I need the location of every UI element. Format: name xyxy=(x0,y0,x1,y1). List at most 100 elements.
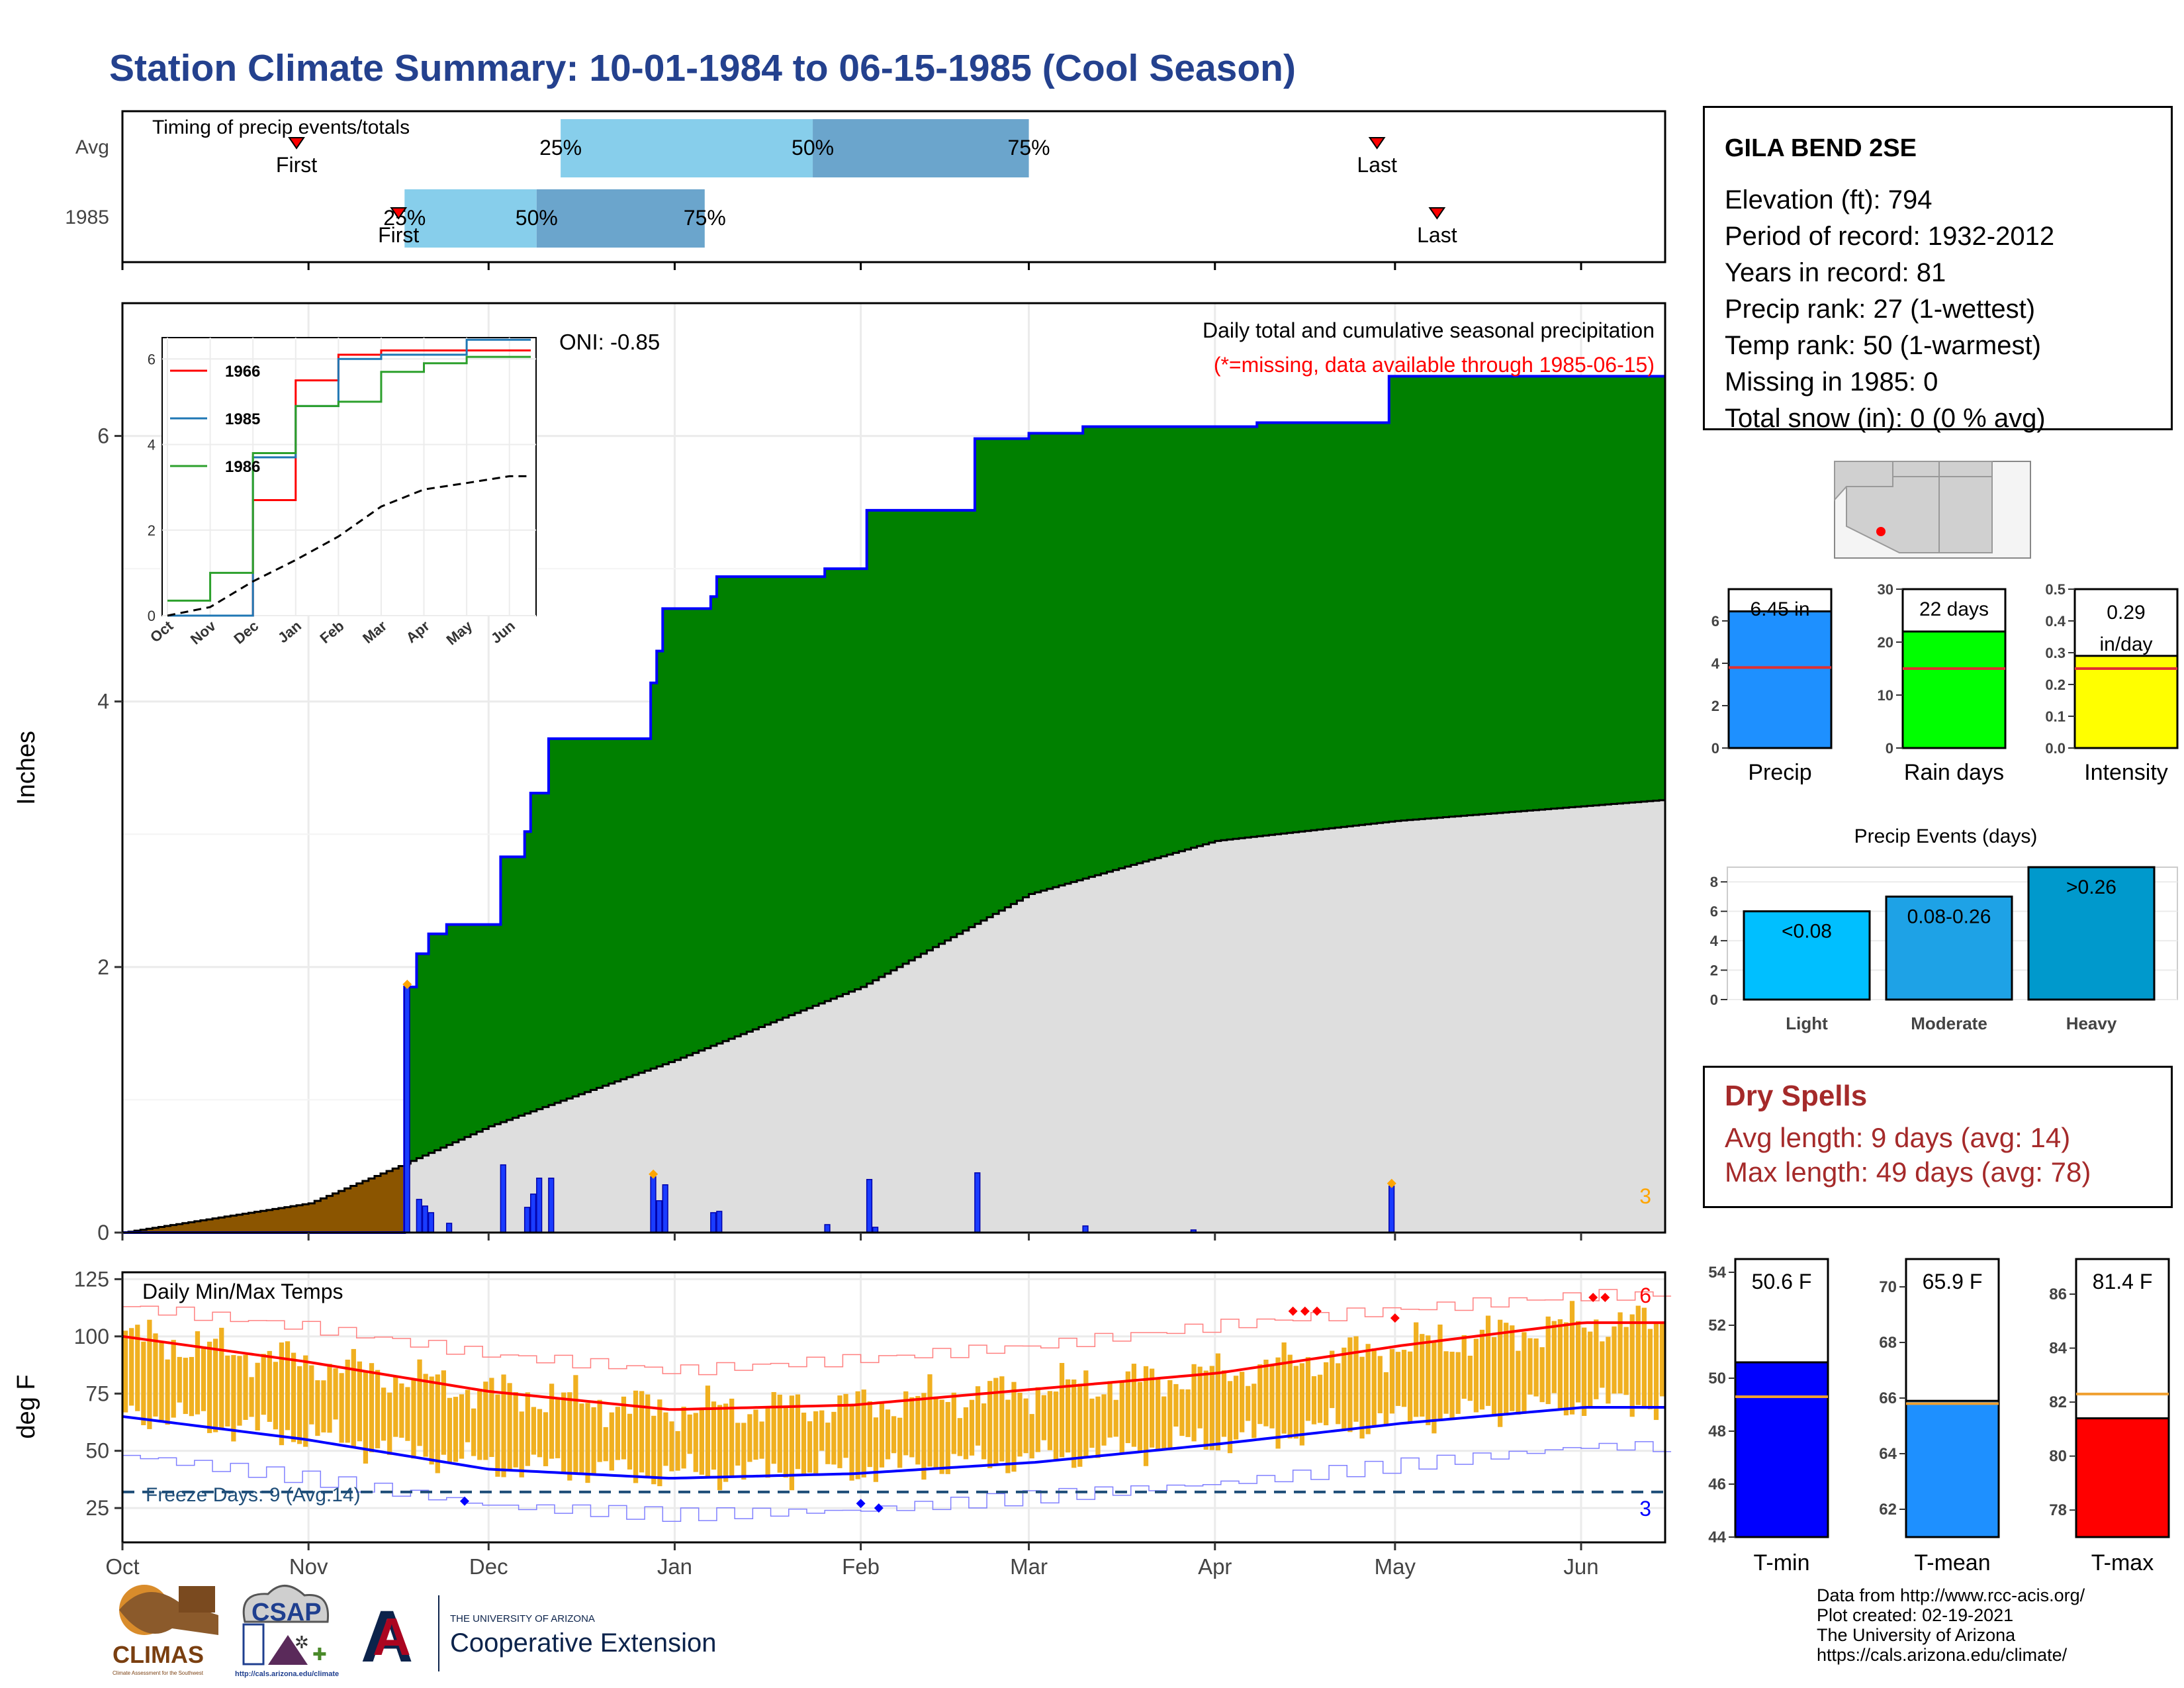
daily-temp-bar xyxy=(189,1356,195,1417)
daily-temp-bar xyxy=(183,1358,188,1415)
daily-temp-bar xyxy=(129,1328,134,1406)
daily-temp-bar xyxy=(1275,1357,1281,1449)
daily-precip-bar xyxy=(1082,1225,1089,1233)
daily-temp-bar xyxy=(123,1331,128,1413)
precip-area xyxy=(122,375,1666,1234)
summary-tick-label: 80 xyxy=(2049,1448,2067,1466)
daily-temp-bar xyxy=(525,1392,530,1466)
daily-temp-bar xyxy=(711,1401,717,1470)
ua-top-text: THE UNIVERSITY OF ARIZONA xyxy=(450,1613,595,1624)
daily-temp-bar xyxy=(1167,1380,1173,1450)
daily-precip-bar xyxy=(710,1212,717,1233)
daily-temp-bar xyxy=(885,1409,891,1460)
temp-lines xyxy=(122,1289,1672,1523)
daily-temp-bar xyxy=(1330,1350,1335,1409)
summary-tick-label: 0 xyxy=(1711,740,1719,757)
summary-tick-label: 44 xyxy=(1708,1528,1726,1546)
daily-temp-bar xyxy=(771,1391,776,1464)
svg-text:✲: ✲ xyxy=(295,1632,309,1652)
summary-tick-label: 54 xyxy=(1708,1264,1726,1282)
daily-temp-bar xyxy=(1336,1363,1341,1425)
record-high-marker xyxy=(1588,1293,1598,1303)
timing-first-marker-1985 xyxy=(390,207,408,220)
record-low-count: 3 xyxy=(1639,1497,1651,1521)
daily-temp-bar xyxy=(357,1361,362,1442)
daily-temp-bar xyxy=(153,1333,158,1417)
timing-q50-q75-bar-1985 xyxy=(536,189,705,248)
daily-temp-bar xyxy=(699,1407,704,1475)
pre-season-area xyxy=(122,1163,411,1233)
daily-temp-bar xyxy=(1449,1351,1455,1419)
daily-temp-bar xyxy=(1263,1359,1269,1427)
daily-precip-bar xyxy=(416,1199,422,1233)
precip-y-tick-label: 4 xyxy=(97,690,109,714)
daily-temp-bar xyxy=(963,1407,969,1460)
daily-temp-bar xyxy=(693,1413,698,1472)
summary-intensity: 0.0 0.1 0.2 0.3 0.4 0.5 0.29 in/day Intensity xyxy=(2045,581,2179,785)
daily-temp-bar xyxy=(363,1371,369,1464)
daily-temp-bar xyxy=(1647,1329,1653,1409)
daily-temp-bar xyxy=(1227,1381,1233,1454)
summary-tick-label: 0 xyxy=(1886,740,1893,757)
daily-temp-bar xyxy=(489,1378,494,1458)
daily-temp-bar xyxy=(651,1415,657,1485)
station-precip-rank: Precip rank: 27 (1-wettest) xyxy=(1725,295,2036,324)
climas-subtext: Climate Assessment for the Southwest xyxy=(113,1670,204,1676)
daily-temp-bar xyxy=(867,1401,872,1468)
timing-row-label-avg: Avg xyxy=(75,136,109,158)
freeze-days-label: Freeze Days: 9 (Avg:14) xyxy=(146,1484,361,1506)
daily-temp-bar xyxy=(981,1403,987,1460)
daily-temp-bar xyxy=(1588,1331,1593,1409)
record-low-marker xyxy=(856,1499,866,1509)
summary-tmax: 78 80 82 84 86 81.4 F T-max xyxy=(2049,1258,2170,1575)
daily-precip-marker xyxy=(649,1169,659,1179)
daily-temp-bar xyxy=(279,1342,285,1446)
daily-temp-bar xyxy=(1095,1396,1101,1458)
daily-temp-bar xyxy=(729,1398,735,1477)
daily-temp-bar xyxy=(1606,1336,1611,1404)
daily-temp-bar xyxy=(969,1399,975,1456)
dry-spells-panel: Dry Spells Avg length: 9 days (avg: 14) … xyxy=(1703,1066,2173,1208)
daily-temp-bar xyxy=(513,1392,518,1468)
daily-temp-bar xyxy=(1479,1329,1485,1410)
daily-temp-bar xyxy=(579,1403,584,1473)
daily-temp-bar xyxy=(669,1421,674,1472)
daily-temp-bar xyxy=(387,1392,392,1455)
daily-temp-bar xyxy=(645,1394,651,1479)
dry-spells-avg: Avg length: 9 days (avg: 14) xyxy=(1725,1122,2071,1153)
summary-bar-value xyxy=(1734,1361,1829,1538)
daily-temp-bar xyxy=(747,1414,752,1462)
daily-temp-bar xyxy=(447,1397,453,1462)
daily-temp-bar xyxy=(411,1378,416,1459)
temp-y-tick-label: 25 xyxy=(85,1496,109,1520)
daily-temp-bar xyxy=(603,1427,608,1462)
daily-temp-bar xyxy=(1437,1324,1443,1419)
daily-temp-bar xyxy=(1107,1381,1113,1438)
daily-temp-bar xyxy=(1635,1305,1641,1405)
summary-tick-label: 20 xyxy=(1878,634,1893,651)
daily-temp-bar xyxy=(891,1416,897,1454)
daily-temp-bar xyxy=(1545,1316,1551,1405)
daily-temp-bar xyxy=(1498,1319,1503,1427)
timing-title: Timing of precip events/totals xyxy=(152,117,410,138)
station-missing: Missing in 1985: 0 xyxy=(1725,367,1938,397)
daily-temp-bar xyxy=(1461,1335,1467,1399)
daily-temp-bar xyxy=(441,1370,446,1455)
record-high-line xyxy=(122,1289,1672,1376)
daily-temp-bar xyxy=(801,1413,807,1476)
daily-temp-bar xyxy=(555,1397,561,1458)
ua-logo: A A THE UNIVERSITY OF ARIZONA Cooperativ… xyxy=(361,1595,716,1677)
events-tick-label: 2 xyxy=(1710,962,1718,979)
daily-temp-bar xyxy=(1317,1374,1323,1423)
daily-temp-bar xyxy=(291,1352,296,1442)
events-category-label: Moderate xyxy=(1911,1013,1987,1033)
temp-frame xyxy=(121,1271,1666,1544)
month-label: Oct xyxy=(105,1554,139,1579)
daily-temp-bar xyxy=(1510,1325,1515,1411)
daily-temp-bar xyxy=(927,1374,933,1467)
daily-precip-bar xyxy=(1388,1186,1395,1233)
daily-temp-bar xyxy=(807,1421,813,1473)
summary-bar-value xyxy=(1901,630,2007,749)
daily-temp-bar xyxy=(519,1411,524,1477)
daily-temp-bar xyxy=(507,1383,512,1471)
